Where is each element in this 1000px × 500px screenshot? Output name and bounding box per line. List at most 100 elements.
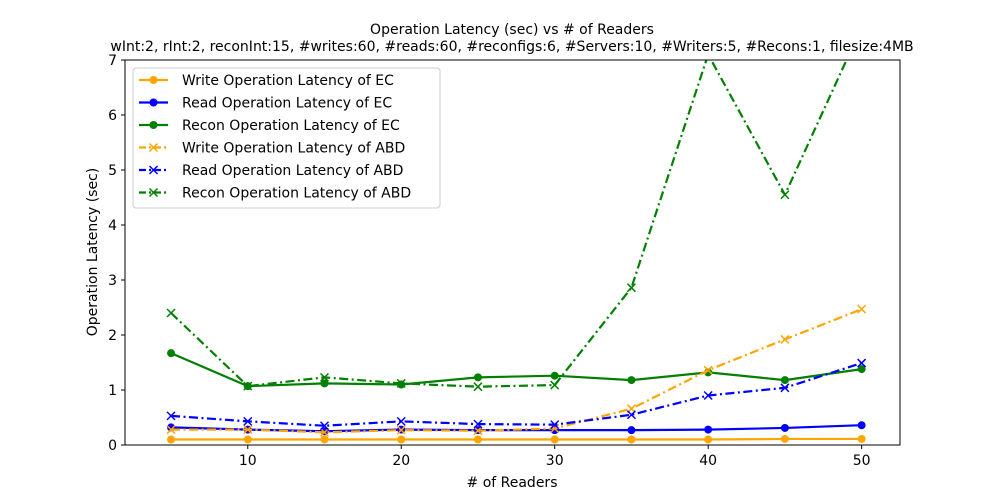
data-point	[473, 419, 483, 429]
data-point	[857, 358, 867, 368]
series-layer	[166, 23, 867, 444]
data-point	[319, 427, 330, 437]
series-line	[171, 437, 862, 441]
data-point	[319, 421, 330, 431]
legend-entry: Write Operation Latency of EC	[139, 73, 394, 89]
data-point	[320, 379, 329, 388]
data-point	[857, 304, 867, 314]
legend-label: Read Operation Latency of ABD	[182, 163, 403, 179]
y-tick-label: 1	[108, 383, 117, 399]
data-point	[780, 376, 789, 385]
y-tick-label: 3	[108, 273, 117, 289]
data-point	[858, 23, 866, 31]
x-tick-label: 10	[239, 453, 257, 469]
data-point	[550, 380, 560, 390]
x-tick-label: 50	[853, 453, 871, 469]
legend-marker	[148, 142, 159, 153]
data-point	[780, 190, 790, 200]
data-point	[243, 425, 253, 435]
data-point	[473, 426, 483, 436]
data-point	[626, 283, 636, 293]
data-point	[627, 435, 636, 444]
y-tick-label: 2	[108, 328, 117, 344]
legend-marker	[149, 76, 158, 84]
y-tick-label: 6	[108, 108, 117, 124]
data-point	[704, 425, 713, 434]
data-point	[166, 425, 176, 435]
legend-label: Write Operation Latency of EC	[182, 73, 394, 89]
y-axis-label: Operation Latency (sec)	[85, 168, 101, 336]
legend-entry: Recon Operation Latency of ABD	[139, 186, 411, 202]
legend-marker	[149, 98, 158, 107]
chart-subtitle: wInt:2, rInt:2, reconInt:15, #writes:60,…	[110, 39, 913, 55]
data-point	[396, 378, 406, 388]
data-point	[780, 423, 789, 432]
data-point	[473, 435, 482, 444]
data-point	[167, 435, 176, 444]
data-point	[166, 308, 176, 318]
y-tick-label: 0	[108, 438, 117, 454]
data-point	[857, 434, 866, 443]
series-line	[170, 362, 862, 427]
series-5	[166, 358, 867, 431]
legend-entry: Write Operation Latency of ABD	[139, 141, 405, 157]
legend: Write Operation Latency of EC Read Operat…	[132, 67, 441, 209]
data-point	[780, 383, 790, 393]
data-point	[473, 382, 483, 392]
data-point	[627, 376, 636, 385]
data-point	[550, 371, 559, 380]
legend-label: Recon Operation Latency of EC	[182, 118, 400, 134]
x-tick-label: 30	[546, 453, 564, 469]
x-tick-label: 20	[392, 453, 410, 469]
data-point	[243, 416, 253, 426]
data-point	[780, 334, 790, 344]
data-point	[320, 435, 329, 444]
y-axis: 0 1 2 3 4 5 6 7	[108, 53, 125, 454]
series-6	[166, 23, 866, 392]
legend-marker	[149, 121, 158, 129]
legend-box	[132, 67, 441, 209]
data-point	[703, 390, 713, 401]
data-point	[703, 365, 713, 375]
data-point	[396, 425, 406, 435]
data-point	[627, 426, 636, 435]
series-line	[170, 352, 862, 388]
legend-marker	[148, 165, 159, 175]
x-axis: 10 20 30 40 50	[239, 445, 871, 469]
data-point	[166, 411, 176, 421]
y-tick-label: 4	[108, 218, 117, 234]
legend-entry: Read Operation Latency of ABD	[139, 163, 403, 179]
y-tick-label: 7	[108, 53, 117, 69]
legend-label: Write Operation Latency of ABD	[182, 141, 405, 157]
data-point	[550, 423, 560, 434]
data-point	[243, 435, 252, 444]
data-point	[857, 421, 866, 430]
chart-title: Operation Latency (sec) vs # of Readers	[370, 22, 654, 38]
data-point	[550, 420, 560, 430]
series-4	[166, 304, 867, 437]
y-tick-label: 5	[108, 163, 117, 179]
data-point	[243, 381, 253, 391]
plot-frame	[124, 59, 901, 446]
data-point	[473, 373, 482, 382]
legend-label: Recon Operation Latency of ABD	[182, 186, 411, 202]
x-axis-label: # of Readers	[467, 475, 558, 491]
series-1	[167, 434, 866, 444]
legend-entry: Recon Operation Latency of EC	[139, 118, 400, 134]
series-line	[171, 308, 863, 434]
data-point	[319, 372, 330, 382]
data-point	[857, 365, 866, 374]
legend-entry: Read Operation Latency of EC	[139, 96, 392, 112]
data-point	[780, 434, 789, 443]
data-point	[550, 435, 559, 444]
legend-marker	[148, 187, 159, 198]
data-point	[626, 410, 636, 420]
series-line	[170, 60, 848, 388]
legend-label: Read Operation Latency of EC	[182, 96, 392, 112]
x-tick-label: 40	[699, 453, 717, 469]
data-point	[396, 416, 406, 426]
data-point	[167, 349, 176, 358]
data-point	[704, 435, 713, 444]
data-point	[397, 435, 406, 444]
